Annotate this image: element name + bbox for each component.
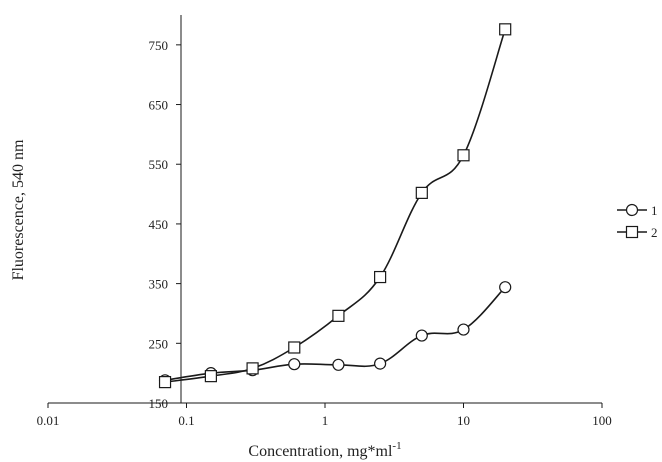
series-2: [158, 23, 512, 389]
legend-marker: [625, 203, 639, 217]
series-1-point: [415, 329, 428, 342]
series-1-point: [374, 357, 387, 370]
x-ticks: 0.01 0.1 1 10 100: [37, 403, 612, 428]
legend: 12: [617, 203, 658, 240]
series-2-point: [374, 270, 387, 284]
series-1-point: [332, 358, 345, 371]
legend-marker: [625, 225, 639, 239]
y-tick-label: 750: [149, 38, 169, 53]
x-axis-title: Concentration, mg*ml-1: [248, 440, 401, 460]
y-tick-label: 650: [149, 98, 169, 113]
series-2-point: [457, 149, 470, 162]
series-layer: [158, 23, 512, 389]
x-tick-label: 0.01: [37, 413, 60, 428]
y-tick-label: 250: [149, 336, 169, 351]
x-tick-label: 100: [592, 413, 612, 428]
y-tick-label: 150: [149, 396, 169, 411]
series-2-line: [164, 29, 506, 383]
series-2-point: [246, 362, 259, 375]
series-1-point: [457, 323, 470, 336]
series-2-point: [288, 341, 301, 354]
x-tick-label: 10: [457, 413, 470, 428]
y-axis-title: Fluorescence, 540 nm: [10, 139, 27, 280]
y-tick-label: 350: [149, 277, 169, 292]
series-2-point: [158, 376, 172, 389]
series-2-point: [332, 309, 345, 322]
axes: [48, 15, 602, 404]
series-1-point: [499, 281, 512, 294]
x-tick-label: 1: [322, 413, 329, 428]
series-1-point: [288, 358, 301, 371]
legend-item-1: 1: [617, 203, 658, 218]
y-tick-label: 550: [149, 157, 169, 172]
legend-item-2: 2: [617, 225, 658, 240]
series-2-point: [204, 370, 217, 383]
legend-label: 1: [651, 203, 658, 218]
x-tick-label: 0.1: [178, 413, 194, 428]
series-2-point: [415, 186, 428, 199]
y-tick-label: 450: [149, 217, 169, 232]
y-ticks: 150 250 350 450 550 650 750: [149, 38, 181, 411]
series-2-point: [499, 23, 512, 36]
legend-label: 2: [651, 225, 658, 240]
